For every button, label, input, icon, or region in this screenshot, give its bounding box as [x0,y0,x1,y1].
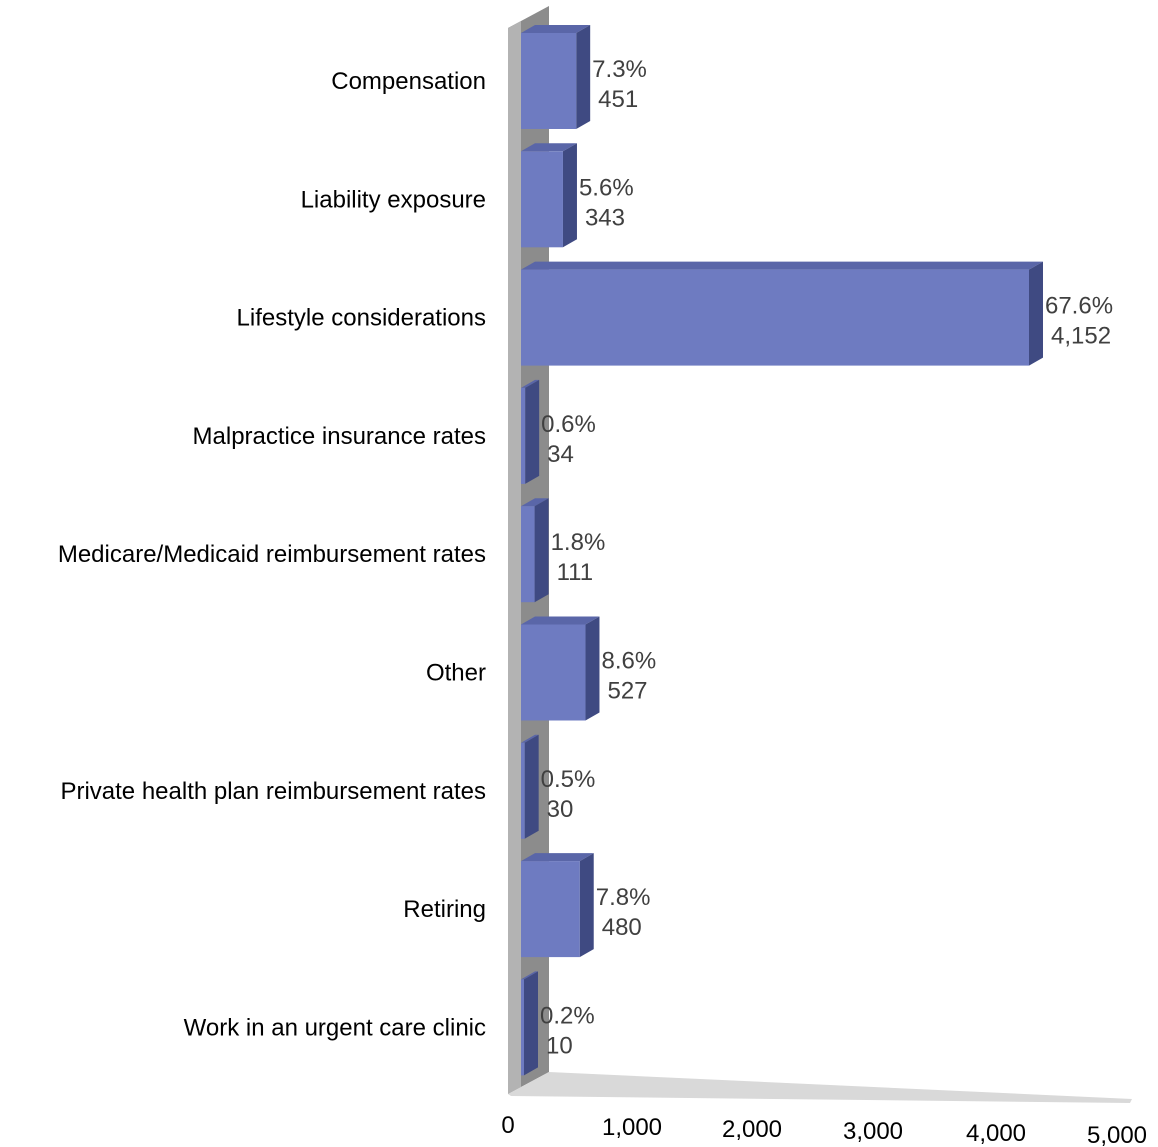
bar [521,734,539,839]
data-label-percent: 67.6% [1045,293,1113,320]
data-label-value: 451 [598,86,638,113]
bar-side-face [534,498,549,603]
bar-top-face [521,971,538,980]
bar-side-face [562,143,577,248]
data-label-percent: 0.2% [540,1002,595,1029]
category-label: Private health plan reimbursement rates [60,778,486,805]
bar-front-face [521,387,526,484]
bar [521,25,591,129]
bar-side-face [585,616,600,721]
x-axis-ticks: 0 1,000 2,000 3,000 4,000 5,000 [501,1112,1147,1147]
bar-top-face [521,25,591,33]
bar-side-face [579,853,594,958]
bar [521,853,594,958]
bar-front-face [521,861,580,958]
data-label-percent: 7.8% [596,884,651,911]
category-label: Liability exposure [301,186,486,213]
data-label-value: 111 [557,559,593,586]
wall-front [508,21,521,1094]
x-tick-label: 1,000 [602,1114,662,1141]
x-tick-label: 4,000 [966,1120,1026,1147]
bar-front-face [521,979,524,1076]
chart-floor [508,1072,1132,1103]
bar-side-face [525,379,540,484]
bar-front-face [521,506,535,603]
x-tick-label: 2,000 [722,1116,782,1143]
bar-front-face [521,269,1029,366]
data-labels: 7.3% 451 5.6% 343 67.6% 4,152 0.6% 34 1.8% 111 8.6… [540,56,1113,1059]
category-label: Other [426,660,486,687]
bar-top-face [521,261,1043,270]
bar [521,616,600,721]
x-tick-label: 3,000 [843,1118,903,1145]
category-label: Work in an urgent care clinic [184,1014,486,1041]
data-label-percent: 0.6% [541,411,596,438]
bar-top-face [521,734,539,743]
data-label-percent: 5.6% [579,174,634,201]
category-label: Retiring [403,896,486,923]
data-label-percent: 8.6% [601,648,656,675]
data-label-value: 34 [547,441,574,468]
bar [521,498,549,603]
bar [521,261,1043,366]
category-label: Compensation [331,68,486,95]
bar-top-face [521,853,594,862]
category-labels: Compensation Liability exposure Lifestyle … [58,68,486,1041]
bar-front-face [521,33,577,129]
data-label-value: 480 [602,914,642,941]
data-label-percent: 1.8% [551,529,606,556]
category-label: Medicare/Medicaid reimbursement rates [58,541,486,568]
bar-top-face [521,498,549,507]
data-label-percent: 0.5% [541,766,596,793]
data-label-percent: 7.3% [592,56,647,83]
bar [521,143,577,248]
bar-top-face [521,379,540,388]
bar-front-face [521,151,563,248]
floor-plane [508,1072,1132,1103]
data-label-value: 343 [585,204,625,231]
bar-front-face [521,742,525,839]
bar [521,379,540,484]
bar [521,971,538,1076]
bar-side-face [524,971,538,1076]
data-label-value: 4,152 [1051,323,1111,350]
data-label-value: 10 [546,1032,573,1059]
bar-top-face [521,616,600,625]
bar-front-face [521,624,586,721]
x-tick-label: 5,000 [1087,1122,1147,1147]
bar-side-face [1028,261,1043,366]
bar-side-face [524,734,539,839]
data-label-value: 30 [547,796,574,823]
category-label: Malpractice insurance rates [193,423,486,450]
bar-top-face [521,143,577,152]
bar-side-face [576,25,591,129]
data-label-value: 527 [607,678,647,705]
category-label: Lifestyle considerations [237,305,486,332]
x-tick-label: 0 [501,1112,514,1139]
bars [521,25,1043,1076]
